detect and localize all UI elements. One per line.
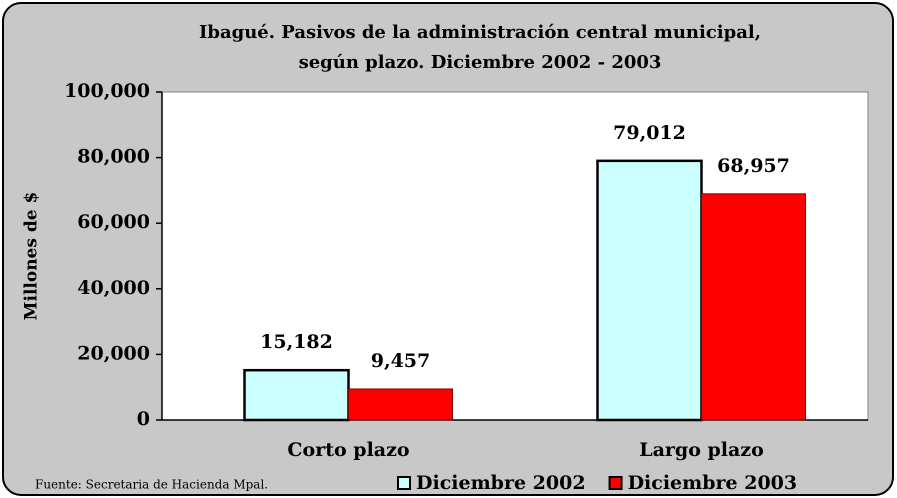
y-tick-label: 80,000 xyxy=(77,146,150,168)
y-tick-label: 60,000 xyxy=(77,211,150,233)
y-tick-label: 40,000 xyxy=(77,277,150,299)
x-tick-label: Corto plazo xyxy=(287,439,409,461)
bar xyxy=(243,368,350,422)
source-note: Fuente: Secretaria de Hacienda Mpal. xyxy=(35,478,268,492)
bar xyxy=(348,388,453,421)
chart-title: Ibagué. Pasivos de la administración cen… xyxy=(199,22,761,43)
legend-label: Diciembre 2003 xyxy=(628,472,798,494)
legend-label: Diciembre 2002 xyxy=(416,472,586,494)
y-tick-label: 20,000 xyxy=(77,342,150,364)
legend-swatch xyxy=(608,476,623,490)
legend-swatch xyxy=(397,476,411,490)
value-label: 15,182 xyxy=(260,331,333,353)
value-label: 68,957 xyxy=(717,155,790,177)
y-axis-label: Millones de $ xyxy=(22,192,42,321)
bar xyxy=(701,193,806,421)
x-tick-label: Largo plazo xyxy=(639,439,764,461)
y-tick-label: 0 xyxy=(137,408,150,430)
y-tick-label: 100,000 xyxy=(64,80,150,102)
value-label: 9,457 xyxy=(371,350,431,372)
bar xyxy=(596,159,703,422)
value-label: 79,012 xyxy=(613,122,686,144)
chart-title: según plazo. Diciembre 2002 - 2003 xyxy=(299,52,662,73)
